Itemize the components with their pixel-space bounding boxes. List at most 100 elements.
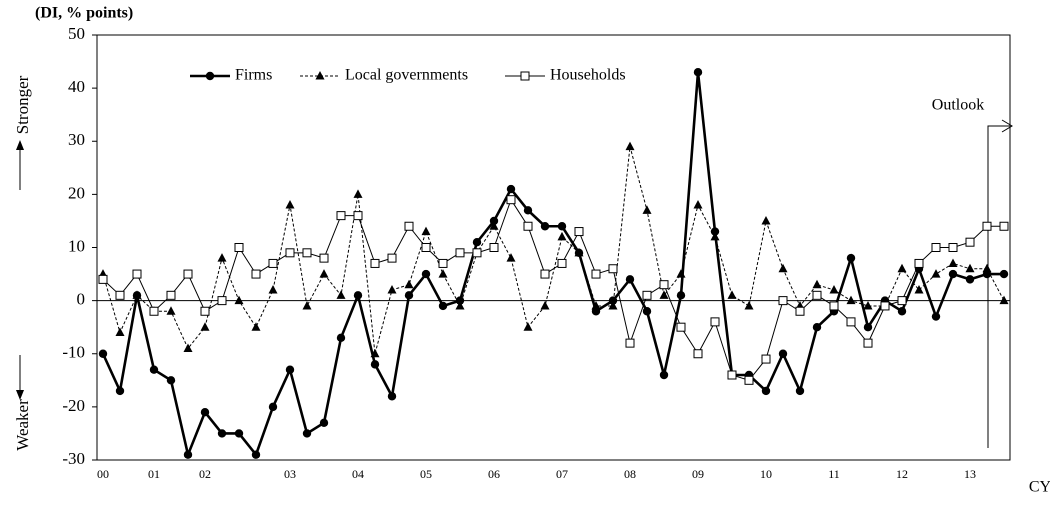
marker-circle	[506, 184, 516, 194]
marker-circle	[557, 222, 567, 231]
marker-circle	[625, 275, 635, 284]
marker-triangle	[336, 290, 346, 299]
marker-circle	[353, 291, 363, 300]
marker-square	[540, 269, 550, 279]
marker-circle	[761, 386, 771, 396]
marker-square	[217, 296, 227, 306]
marker-triangle	[761, 215, 771, 225]
marker-triangle	[659, 290, 669, 299]
marker-triangle	[315, 71, 325, 80]
marker-square	[846, 317, 856, 327]
marker-circle	[370, 360, 380, 369]
marker-triangle	[268, 285, 278, 294]
marker-circle	[268, 402, 278, 412]
marker-circle	[948, 269, 958, 279]
marker-triangle	[421, 226, 431, 236]
marker-circle	[472, 237, 482, 247]
marker-circle	[676, 291, 686, 300]
marker-triangle	[132, 290, 142, 299]
marker-square	[659, 280, 669, 290]
marker-square	[506, 195, 516, 205]
marker-square	[166, 290, 176, 300]
x-tick-label: 10	[760, 467, 772, 481]
marker-triangle	[812, 279, 822, 289]
series-line	[101, 72, 1004, 460]
up-arrow-head	[16, 140, 24, 150]
marker-circle	[523, 206, 533, 215]
marker-triangle	[353, 189, 363, 198]
down-arrow-head	[16, 390, 24, 400]
marker-square	[693, 349, 703, 359]
marker-triangle	[217, 253, 227, 262]
marker-triangle	[574, 247, 584, 257]
y-tick-label: -10	[62, 343, 85, 362]
marker-triangle	[693, 200, 703, 209]
y-tick-label: 0	[77, 290, 86, 309]
marker-triangle	[200, 322, 210, 331]
marker-square	[591, 269, 601, 279]
marker-circle	[693, 67, 703, 77]
x-tick-label: 02	[199, 467, 211, 481]
marker-square	[115, 290, 125, 300]
marker-square	[863, 338, 873, 348]
y-tick-label: 30	[68, 130, 85, 149]
y-tick-label: -30	[62, 449, 85, 468]
marker-circle	[931, 312, 941, 321]
x-unit: CY	[1029, 479, 1050, 496]
marker-triangle	[285, 200, 295, 209]
marker-square	[982, 221, 992, 231]
marker-triangle	[251, 322, 261, 331]
x-tick-label: 00	[97, 467, 109, 481]
marker-triangle	[778, 263, 788, 273]
legend-label: Households	[550, 67, 626, 84]
marker-square	[965, 237, 975, 247]
marker-triangle	[965, 263, 975, 273]
marker-triangle	[523, 322, 533, 331]
marker-circle	[217, 429, 227, 438]
marker-triangle	[591, 300, 601, 310]
marker-square	[608, 264, 618, 274]
marker-square	[812, 290, 822, 300]
y-tick-label: 50	[68, 24, 85, 43]
y-tick-label: -20	[62, 396, 85, 415]
marker-triangle	[897, 263, 907, 273]
marker-circle	[778, 349, 788, 358]
y-tick-label: 20	[68, 183, 85, 202]
marker-circle	[234, 429, 244, 438]
marker-triangle	[370, 348, 380, 358]
marker-circle	[149, 365, 159, 374]
marker-triangle	[115, 327, 125, 336]
marker-triangle	[982, 263, 992, 273]
marker-circle	[710, 227, 720, 236]
marker-square	[472, 248, 482, 258]
marker-square	[302, 248, 312, 258]
marker-square	[520, 71, 530, 81]
outlook-arrow	[987, 125, 1010, 448]
marker-triangle	[489, 221, 499, 230]
marker-square	[880, 301, 890, 311]
marker-circle	[608, 296, 618, 305]
marker-square	[761, 354, 771, 364]
outlook-arrow-head	[1001, 119, 1013, 133]
marker-square	[948, 243, 958, 252]
marker-triangle	[438, 269, 448, 278]
marker-triangle	[727, 290, 737, 299]
marker-square	[234, 243, 244, 252]
marker-square	[829, 301, 839, 311]
marker-circle	[659, 370, 669, 380]
x-tick-label: 05	[420, 467, 432, 481]
marker-triangle	[931, 269, 941, 278]
plot-frame	[96, 34, 1011, 461]
marker-square	[319, 253, 329, 263]
marker-triangle	[846, 295, 856, 305]
marker-circle	[115, 386, 125, 396]
marker-triangle	[999, 295, 1009, 305]
marker-square	[914, 258, 924, 268]
marker-square	[387, 253, 397, 263]
marker-circle	[965, 275, 975, 284]
marker-circle	[183, 450, 193, 459]
marker-square	[353, 211, 363, 221]
marker-triangle	[540, 300, 550, 310]
chart-title: (DI, % points)	[35, 5, 133, 22]
